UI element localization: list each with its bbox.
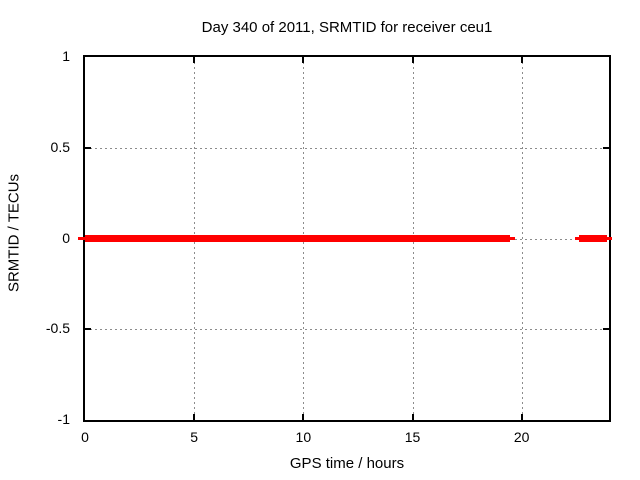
x-tick-label: 10	[295, 429, 312, 445]
x-axis-label: GPS time / hours	[289, 455, 405, 472]
x-tick-mark-bottom	[520, 414, 523, 420]
y-tick-label: 1	[62, 48, 70, 64]
x-tick-mark-top	[411, 57, 414, 63]
x-tick-mark-bottom	[193, 414, 196, 420]
x-tick-label: 20	[513, 429, 530, 445]
gridline-horizontal	[85, 147, 609, 149]
series-line-segment	[578, 235, 608, 242]
y-tick-mark-left	[85, 328, 91, 331]
gridline-horizontal	[85, 329, 609, 331]
chart-title: Day 340 of 2011, SRMTID for receiver ceu…	[201, 19, 493, 36]
x-tick-mark-bottom	[411, 414, 414, 420]
x-tick-mark-top	[520, 57, 523, 63]
x-tick-label: 0	[81, 429, 89, 445]
y-tick-label: 0.5	[50, 138, 70, 155]
y-tick-mark-right	[603, 146, 609, 149]
series-line-segment	[607, 237, 613, 240]
y-tick-mark-left	[85, 146, 91, 149]
series-line-segment	[510, 237, 516, 240]
x-tick-mark-top	[193, 57, 196, 63]
y-tick-mark-right	[603, 328, 609, 331]
y-tick-label: -0.5	[45, 320, 70, 337]
x-tick-label: 5	[190, 429, 199, 445]
series-line-segment	[78, 237, 85, 240]
series-line-segment	[85, 235, 511, 242]
x-tick-mark-top	[302, 57, 305, 63]
x-tick-label: 15	[404, 429, 421, 445]
y-tick-label: 0	[62, 229, 70, 246]
series-line-segment	[575, 237, 579, 240]
y-tick-label: -1	[57, 411, 70, 427]
x-tick-mark-bottom	[302, 414, 305, 420]
